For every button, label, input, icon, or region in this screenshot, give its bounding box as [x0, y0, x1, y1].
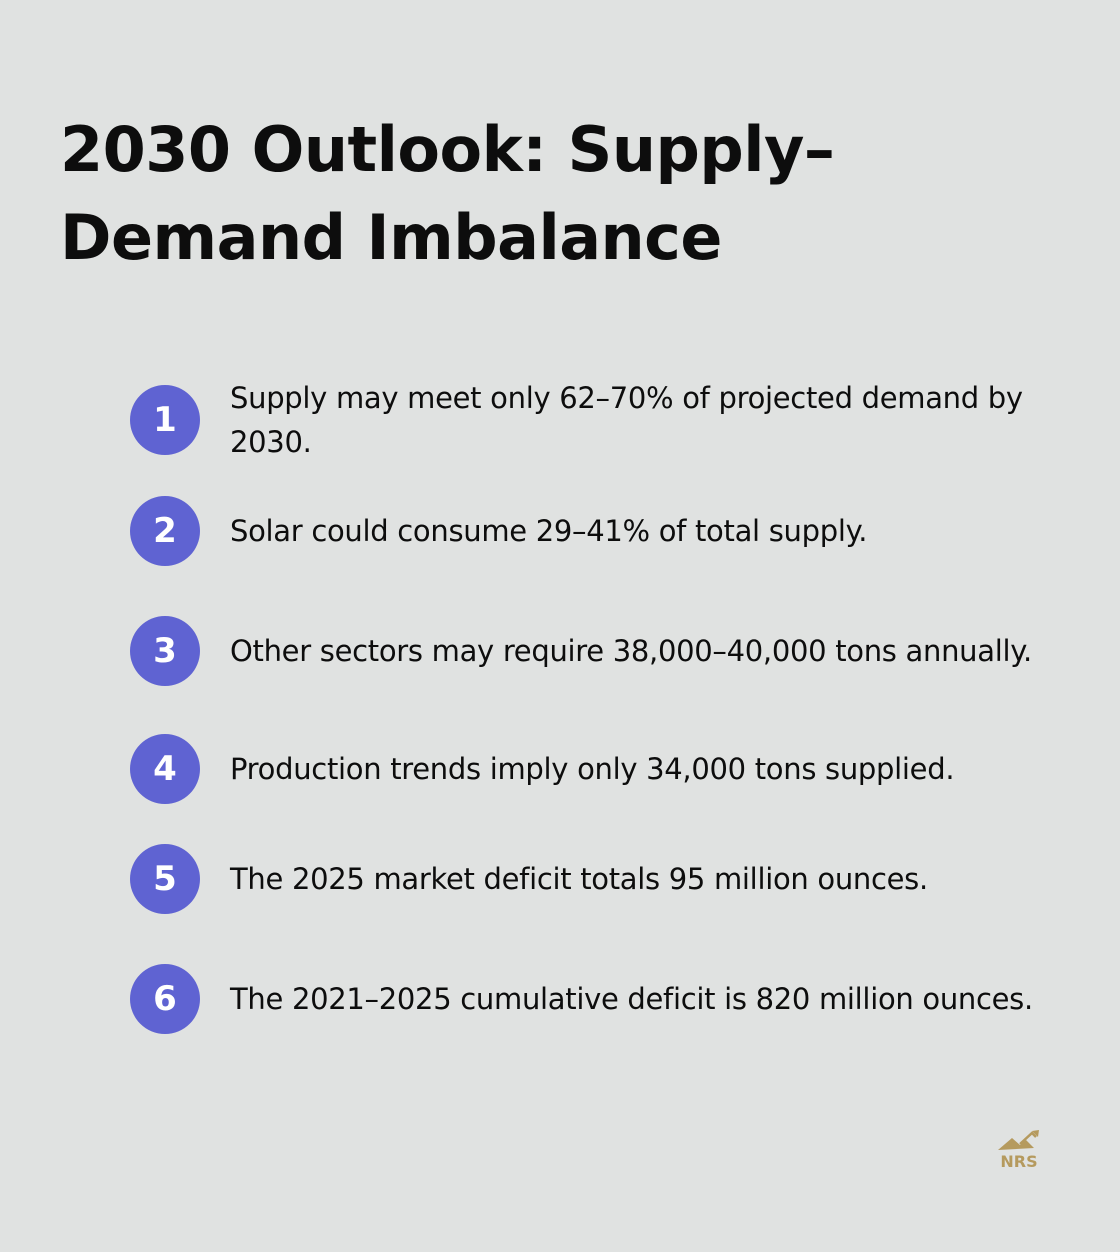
- number-badge: 5: [130, 844, 200, 914]
- nrs-logo: NRS: [998, 1130, 1039, 1171]
- item-text: The 2025 market deficit totals 95 millio…: [230, 862, 928, 896]
- list-item: 4 Production trends imply only 34,000 to…: [130, 734, 1070, 804]
- mountain-icon: [998, 1138, 1034, 1150]
- list-item: 3 Other sectors may require 38,000–40,00…: [130, 616, 1070, 686]
- number-badge: 6: [130, 964, 200, 1034]
- item-text: Production trends imply only 34,000 tons…: [230, 752, 955, 786]
- list-item: 2 Solar could consume 29–41% of total su…: [130, 496, 1070, 566]
- number-badge: 3: [130, 616, 200, 686]
- item-text: Supply may meet only 62–70% of projected…: [230, 381, 1023, 459]
- list-item: 1 Supply may meet only 62–70% of project…: [130, 376, 1070, 464]
- item-text: The 2021–2025 cumulative deficit is 820 …: [230, 982, 1033, 1016]
- number-badge: 4: [130, 734, 200, 804]
- item-text: Solar could consume 29–41% of total supp…: [230, 514, 868, 548]
- list-item: 5 The 2025 market deficit totals 95 mill…: [130, 844, 1070, 914]
- arrow-up-icon: [1019, 1131, 1037, 1145]
- item-text: Other sectors may require 38,000–40,000 …: [230, 634, 1032, 668]
- page-title: 2030 Outlook: Supply–Demand Imbalance: [60, 113, 835, 274]
- svg-text:NRS: NRS: [1000, 1152, 1037, 1171]
- number-badge: 1: [130, 385, 200, 455]
- list-item: 6 The 2021–2025 cumulative deficit is 82…: [130, 964, 1070, 1034]
- number-badge: 2: [130, 496, 200, 566]
